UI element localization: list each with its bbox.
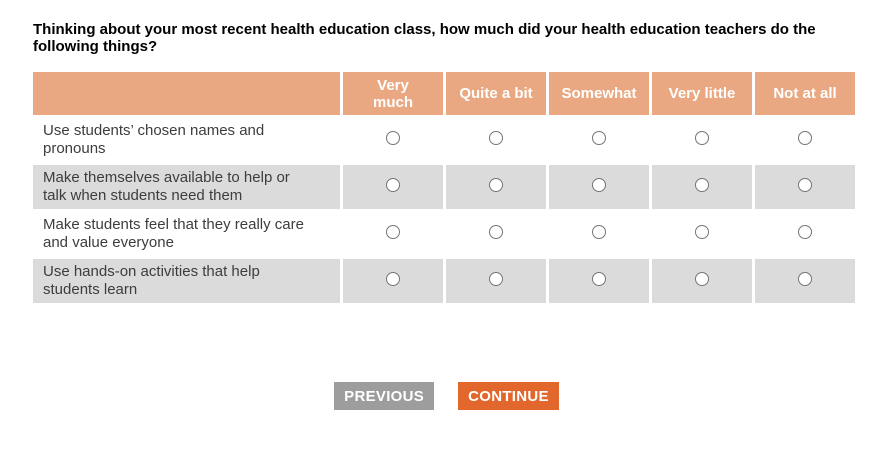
matrix-corner-cell: [33, 72, 340, 115]
radio-cell[interactable]: [755, 259, 855, 303]
radio-cell[interactable]: [343, 165, 443, 209]
column-header: Quite a bit: [446, 72, 546, 115]
radio-button[interactable]: [386, 130, 400, 145]
radio-cell[interactable]: [549, 165, 649, 209]
radio-cell[interactable]: [652, 165, 752, 209]
table-row: Use students’ chosen names and pronouns: [33, 118, 855, 162]
row-label: Make students feel that they really care…: [33, 212, 340, 256]
radio-cell[interactable]: [446, 212, 546, 256]
matrix-header: Very much Quite a bit Somewhat Very little N…: [33, 72, 855, 115]
previous-button[interactable]: PREVIOUS: [334, 382, 435, 410]
radio-button[interactable]: [489, 224, 503, 239]
radio-button[interactable]: [386, 224, 400, 239]
column-header-label: Somewhat: [561, 85, 637, 102]
radio-button[interactable]: [695, 177, 709, 192]
radio-button[interactable]: [386, 271, 400, 286]
question-text: Thinking about your most recent health e…: [33, 21, 816, 55]
matrix-table: Very much Quite a bit Somewhat Very little N…: [30, 69, 858, 306]
matrix-header-row: Very much Quite a bit Somewhat Very little N…: [33, 72, 855, 115]
radio-cell[interactable]: [446, 165, 546, 209]
row-label: Make themselves available to help or tal…: [33, 165, 340, 209]
radio-cell[interactable]: [446, 259, 546, 303]
column-header: Very little: [652, 72, 752, 115]
radio-cell[interactable]: [549, 259, 649, 303]
radio-cell[interactable]: [343, 118, 443, 162]
row-label: Use students’ chosen names and pronouns: [33, 118, 340, 162]
continue-button[interactable]: CONTINUE: [458, 382, 559, 410]
column-header-label: Very little: [668, 85, 736, 102]
radio-cell[interactable]: [652, 212, 752, 256]
radio-cell[interactable]: [652, 259, 752, 303]
radio-cell[interactable]: [755, 212, 855, 256]
radio-button[interactable]: [695, 224, 709, 239]
radio-cell[interactable]: [755, 165, 855, 209]
column-header: Very much: [343, 72, 443, 115]
matrix-body: Use students’ chosen names and pronouns M…: [33, 118, 855, 303]
radio-cell[interactable]: [549, 118, 649, 162]
radio-button[interactable]: [489, 271, 503, 286]
navigation-buttons: PREVIOUS CONTINUE: [0, 382, 893, 410]
column-header-label: Not at all: [773, 85, 837, 102]
radio-cell[interactable]: [549, 212, 649, 256]
radio-cell[interactable]: [343, 212, 443, 256]
radio-button[interactable]: [592, 271, 606, 286]
radio-button[interactable]: [798, 177, 812, 192]
table-row: Make students feel that they really care…: [33, 212, 855, 256]
table-row: Make themselves available to help or tal…: [33, 165, 855, 209]
column-header-label: Quite a bit: [459, 85, 533, 102]
radio-button[interactable]: [489, 130, 503, 145]
radio-button[interactable]: [592, 177, 606, 192]
radio-button[interactable]: [592, 224, 606, 239]
row-label: Use hands-on activities that help studen…: [33, 259, 340, 303]
radio-cell[interactable]: [755, 118, 855, 162]
radio-button[interactable]: [592, 130, 606, 145]
radio-cell[interactable]: [343, 259, 443, 303]
radio-button[interactable]: [798, 224, 812, 239]
radio-button[interactable]: [386, 177, 400, 192]
radio-button[interactable]: [489, 177, 503, 192]
radio-cell[interactable]: [652, 118, 752, 162]
radio-cell[interactable]: [446, 118, 546, 162]
table-row: Use hands-on activities that help studen…: [33, 259, 855, 303]
column-header-label: Very much: [372, 76, 413, 111]
radio-button[interactable]: [695, 130, 709, 145]
radio-button[interactable]: [798, 130, 812, 145]
radio-button[interactable]: [695, 271, 709, 286]
radio-button[interactable]: [798, 271, 812, 286]
column-header: Somewhat: [549, 72, 649, 115]
column-header: Not at all: [755, 72, 855, 115]
